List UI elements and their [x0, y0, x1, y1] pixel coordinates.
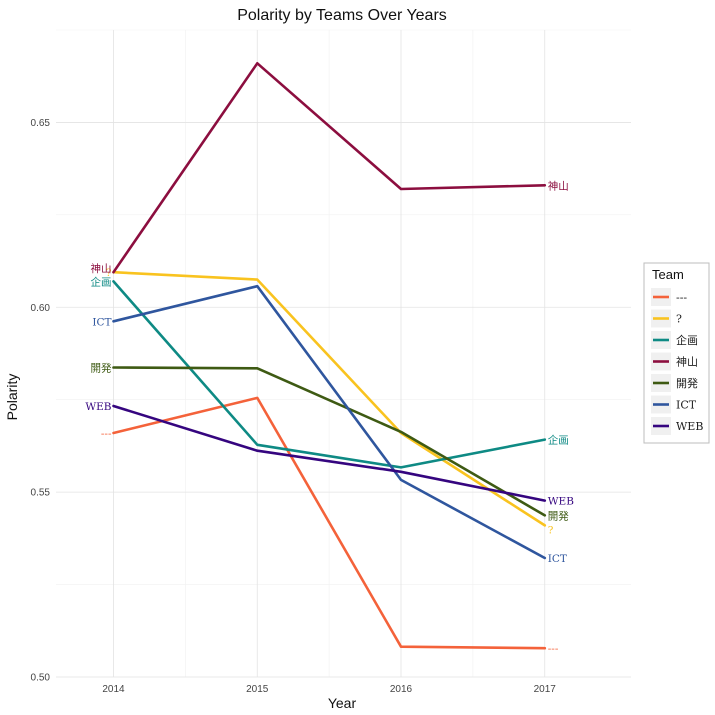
legend-item: ICT	[651, 395, 697, 414]
legend-title: Team	[652, 267, 684, 282]
legend-label: ICT	[676, 399, 697, 412]
series-start-label: 企画	[91, 275, 112, 288]
grid	[56, 29, 631, 678]
series-line	[112, 396, 547, 650]
legend-item: 企画	[651, 331, 698, 349]
series-start-label: ICT	[92, 316, 111, 328]
series-line	[112, 280, 547, 469]
legend-label: 開発	[676, 376, 698, 390]
x-tick-label: 2014	[102, 684, 125, 695]
series-line	[112, 61, 547, 274]
series-line	[112, 404, 547, 502]
legend-item: WEB	[651, 417, 703, 435]
series-end-label: 企画	[548, 434, 569, 447]
chart-title: Polarity by Teams Over Years	[237, 7, 447, 24]
y-tick-label: 0.65	[31, 118, 51, 129]
legend-label: WEB	[676, 420, 703, 433]
series-end-label: WEB	[548, 496, 574, 508]
series-line	[112, 284, 547, 560]
series-start-label: WEB	[85, 401, 111, 413]
legend-item: ---	[651, 288, 687, 306]
legend-label: ---	[676, 291, 687, 304]
legend-label: ?	[676, 313, 682, 326]
legend-item: 開発	[651, 374, 698, 392]
series-start-label: ---	[101, 428, 112, 440]
y-tick-label: 0.50	[31, 673, 51, 684]
x-tick-label: 2015	[246, 684, 269, 695]
series-end-label: 神山	[548, 179, 569, 192]
series-line	[112, 270, 547, 527]
series-start-label: 神山	[91, 262, 112, 275]
series-start-label: ?	[106, 267, 112, 279]
y-axis-title: Polarity	[4, 374, 20, 421]
y-tick-label: 0.60	[31, 303, 51, 314]
legend-label: 企画	[676, 333, 698, 347]
x-tick-label: 2016	[390, 684, 413, 695]
legend-item: ?	[651, 309, 682, 328]
series-end-label: ICT	[548, 553, 567, 565]
series-end-label: ---	[548, 643, 559, 655]
series-line	[112, 366, 547, 517]
series-start-label: 開発	[91, 362, 112, 375]
y-axis-ticks: 0.50 0.55 0.60 0.65	[31, 118, 51, 684]
x-axis-title: Year	[328, 695, 357, 711]
y-tick-label: 0.55	[31, 488, 51, 499]
series-lines	[112, 61, 547, 650]
x-tick-label: 2017	[534, 684, 557, 695]
x-axis-ticks: 2014 2015 2016 2017	[102, 684, 556, 695]
series-end-label: ?	[548, 524, 554, 536]
legend-label: 神山	[676, 355, 698, 369]
series-end-label: 開発	[548, 509, 569, 522]
legend-item: 神山	[651, 352, 698, 371]
